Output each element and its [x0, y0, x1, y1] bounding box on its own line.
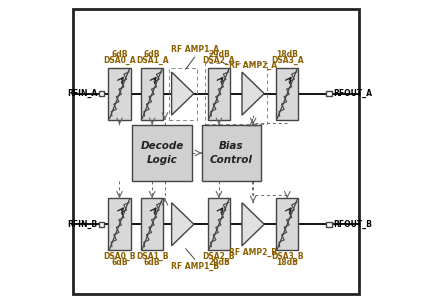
Polygon shape — [172, 203, 194, 246]
Text: DSA0_A: DSA0_A — [103, 56, 136, 65]
Bar — [276, 198, 299, 250]
Text: RF AMP2_A: RF AMP2_A — [229, 61, 277, 70]
Bar — [108, 68, 130, 120]
Polygon shape — [242, 203, 264, 246]
Text: RF AMP2_B: RF AMP2_B — [229, 248, 277, 257]
Bar — [168, 68, 197, 120]
Text: RFOUT_B: RFOUT_B — [333, 220, 372, 229]
Text: DSA2_A: DSA2_A — [203, 56, 235, 65]
Bar — [99, 221, 105, 227]
Text: Decode: Decode — [140, 141, 184, 151]
Text: RFIN_B: RFIN_B — [67, 220, 98, 229]
Text: 6dB: 6dB — [144, 50, 160, 59]
Text: 6dB: 6dB — [144, 258, 160, 267]
Text: 6dB: 6dB — [111, 258, 128, 267]
Text: DSA1_A: DSA1_A — [136, 56, 168, 65]
Text: RF AMP1_A: RF AMP1_A — [171, 45, 219, 54]
Bar — [141, 198, 163, 250]
Text: 18dB: 18dB — [276, 50, 298, 59]
Bar — [141, 68, 163, 120]
Text: RFIN_A: RFIN_A — [67, 89, 98, 98]
Bar — [132, 125, 192, 181]
Text: 6dB: 6dB — [111, 50, 128, 59]
Text: 29dB: 29dB — [208, 50, 230, 59]
Bar — [326, 91, 331, 96]
Text: DSA3_B: DSA3_B — [271, 252, 304, 261]
Bar — [99, 91, 105, 96]
Text: RF AMP1_B: RF AMP1_B — [171, 262, 219, 271]
Bar — [276, 68, 299, 120]
Text: 29dB: 29dB — [208, 258, 230, 267]
Bar — [208, 198, 230, 250]
Polygon shape — [242, 72, 264, 115]
Bar — [208, 68, 230, 120]
Text: Bias: Bias — [219, 141, 244, 151]
Text: DSA3_A: DSA3_A — [271, 56, 304, 65]
Bar — [202, 125, 261, 181]
Bar — [326, 221, 331, 227]
Text: RFOUT_A: RFOUT_A — [333, 89, 372, 98]
Bar — [205, 63, 267, 124]
Bar — [108, 198, 130, 250]
Text: DSA0_B: DSA0_B — [103, 252, 136, 261]
Text: Logic: Logic — [146, 155, 177, 165]
Text: DSA2_B: DSA2_B — [203, 252, 235, 261]
Polygon shape — [172, 72, 194, 115]
Text: 18dB: 18dB — [276, 258, 298, 267]
Text: DSA1_B: DSA1_B — [136, 252, 168, 261]
Text: Control: Control — [210, 155, 253, 165]
